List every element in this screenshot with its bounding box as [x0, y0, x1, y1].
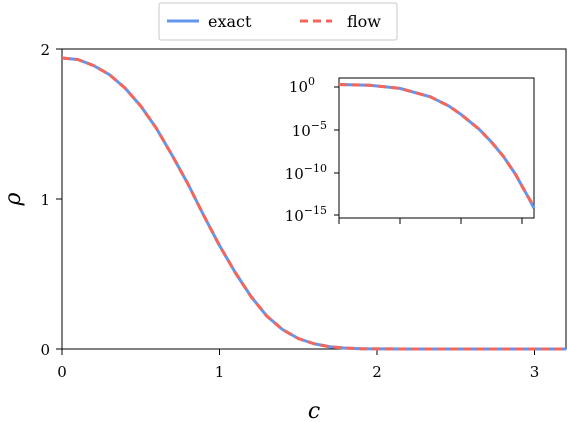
legend-box	[158, 2, 398, 41]
inset-y-tick-label-0: 100	[289, 75, 315, 96]
inset-tick-base: 10	[285, 165, 304, 183]
inset-tick-exponent: −10	[304, 162, 327, 175]
inset-tick-base: 10	[289, 78, 308, 96]
x-tick-label-1: 1	[215, 363, 225, 381]
inset-y-tick-label-2: 10−10	[285, 162, 327, 183]
y-tick-label-2: 2	[40, 41, 50, 59]
legend: exact flow	[158, 2, 398, 41]
legend-label-exact: exact	[208, 12, 252, 31]
series-line-flow	[61, 56, 566, 351]
main-y-ticks: 0 1 2	[40, 41, 62, 359]
inset-y-tick-label-3: 10−15	[285, 204, 327, 225]
inset-plot: 100 10−5 10−10 10−15	[285, 75, 536, 225]
legend-label-flow: flow	[347, 12, 381, 31]
x-axis-label: c	[308, 399, 320, 422]
y-axis-label: ρ	[1, 192, 26, 206]
y-tick-label-0: 0	[40, 341, 50, 359]
inset-tick-exponent: 0	[308, 75, 315, 88]
main-x-ticks: 0 1 2 3	[57, 349, 539, 381]
y-tick-label-1: 1	[40, 191, 50, 209]
inset-tick-exponent: −5	[311, 119, 327, 132]
x-tick-label-2: 2	[372, 363, 382, 381]
inset-tick-base: 10	[292, 122, 311, 140]
inset-series-line-flow	[338, 83, 536, 207]
inset-tick-base: 10	[285, 207, 304, 225]
inset-y-tick-label-1: 10−5	[292, 119, 327, 140]
inset-tick-exponent: −15	[304, 204, 327, 217]
x-tick-label-3: 3	[530, 363, 540, 381]
x-tick-label-0: 0	[57, 363, 67, 381]
